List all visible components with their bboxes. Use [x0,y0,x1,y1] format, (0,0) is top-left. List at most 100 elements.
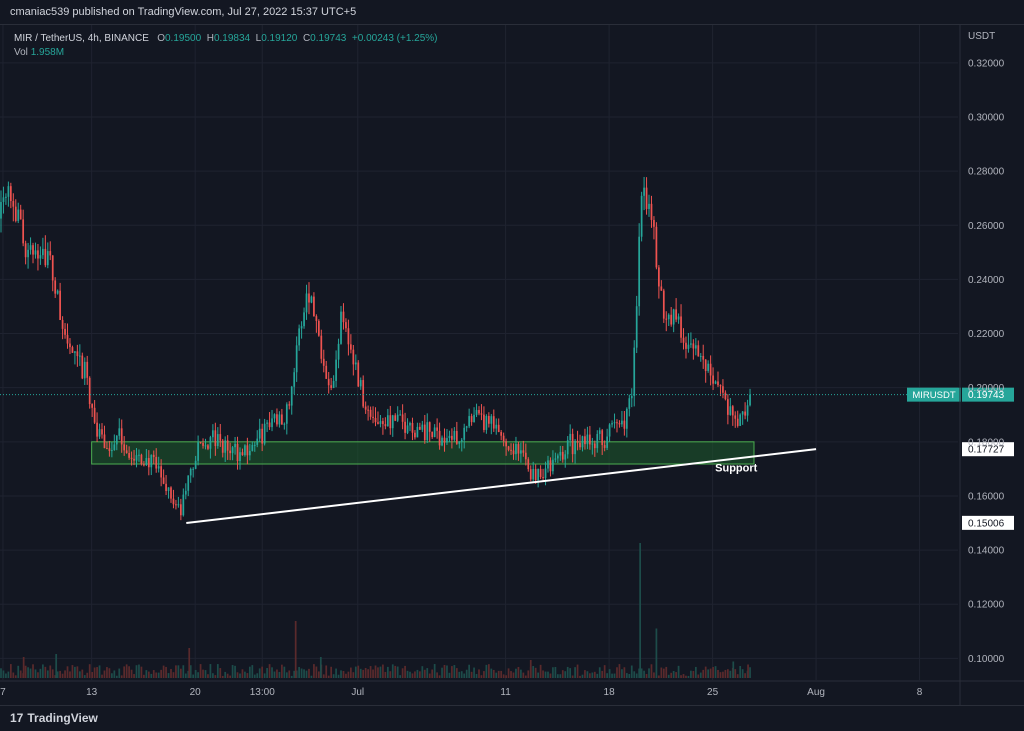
volume-bar [556,674,559,678]
candle-body [722,386,724,393]
volume-bar [591,672,594,678]
volume-bar [660,667,663,678]
legend-symbol[interactable]: MIR / TetherUS, 4h, BINANCE [14,33,149,44]
candle-body [746,405,749,416]
volume-bar [103,670,106,678]
candle-body [480,413,483,415]
candle-body [374,417,377,423]
volume-bar [690,670,692,678]
candle-body [12,200,15,207]
candle-body [613,422,616,424]
volume-bar [19,670,22,678]
candle-body [621,420,623,425]
volume-bar [465,669,468,678]
x-tick-label: 8 [917,687,923,698]
volume-bar [189,665,192,678]
candle-body [569,433,572,441]
candle-body [24,243,27,258]
volume-bar [192,674,195,678]
candlestick-chart[interactable]: Support MIRUSDT 0.19743 0.17727 0.15006 0.32… [0,25,1024,706]
volume-bar [7,671,10,678]
candle-body [56,290,59,294]
x-tick-label: 13:00 [250,687,275,698]
volume-spike [529,660,532,678]
volume-bar [340,670,342,678]
candle-body [643,187,645,196]
volume-bar [694,666,697,678]
volume-bar [729,670,732,678]
candle-body [0,201,2,219]
candle-body [579,442,581,448]
volume-bar [263,673,266,678]
candle-body [5,196,7,198]
volume-spike [747,664,749,678]
candle-body [37,250,39,259]
volume-bar [290,675,293,678]
volume-bar [327,675,330,678]
candle-body [470,416,473,423]
volume-bar [443,664,446,678]
legend-high: 0.19834 [213,33,251,44]
volume-bars [0,543,751,678]
candle-body [140,454,143,465]
candle-body [645,187,648,209]
publisher-line: cmaniac539 published on TradingView.com,… [0,0,1024,24]
volume-bar [574,667,576,678]
candle-body [263,423,266,444]
volume-bar [638,668,641,678]
candle-body [704,359,707,371]
volume-bar [736,674,739,678]
candle-body [616,422,618,424]
candle-body [707,363,710,371]
volume-spike [188,648,191,678]
candle-body [258,428,261,439]
support-annotation: Support [715,463,757,475]
candle-body [103,434,106,449]
candle-body [155,456,158,469]
volume-bar [268,664,271,678]
volume-bar [140,666,143,678]
candle-body [391,415,394,429]
candle-body [421,424,424,430]
candle-body [224,440,227,453]
volume-bar [640,668,643,678]
candle-body [453,430,456,440]
candle-body [537,468,539,481]
volume-bar [93,667,96,678]
volume-bar [650,664,653,678]
candle-body [411,423,414,433]
candle-body [512,450,515,455]
candle-body [130,457,133,459]
volume-bar [204,670,207,678]
candle-body [386,415,389,427]
candle-body [241,452,244,456]
volume-bar [749,667,751,678]
candle-body [236,443,239,461]
volume-bar [46,670,49,678]
candle-body [261,428,264,444]
volume-bar [118,668,121,678]
candle-body [29,245,32,250]
candle-body [729,406,732,415]
volume-bar [39,668,42,678]
candle-body [51,255,54,281]
candle-body [315,316,318,321]
candle-body [138,454,140,456]
candle-body [640,195,643,237]
tradingview-brand[interactable]: 17 TradingView [10,711,98,725]
candle-body [83,361,86,379]
level-tag: 0.15006 [968,518,1005,529]
candle-body [473,414,475,423]
volume-bar [665,666,668,678]
chart-frame[interactable]: Support MIRUSDT 0.19743 0.17727 0.15006 0.32… [0,24,1024,706]
volume-bar [534,667,537,678]
candle-body [189,468,192,476]
volume-bar [133,674,135,678]
candle-body [118,428,121,436]
candle-body [662,290,665,319]
candle-body [687,344,690,349]
candle-body [699,355,702,357]
volume-bar [372,669,374,678]
candle-body [559,451,562,456]
candle-body [507,446,510,450]
